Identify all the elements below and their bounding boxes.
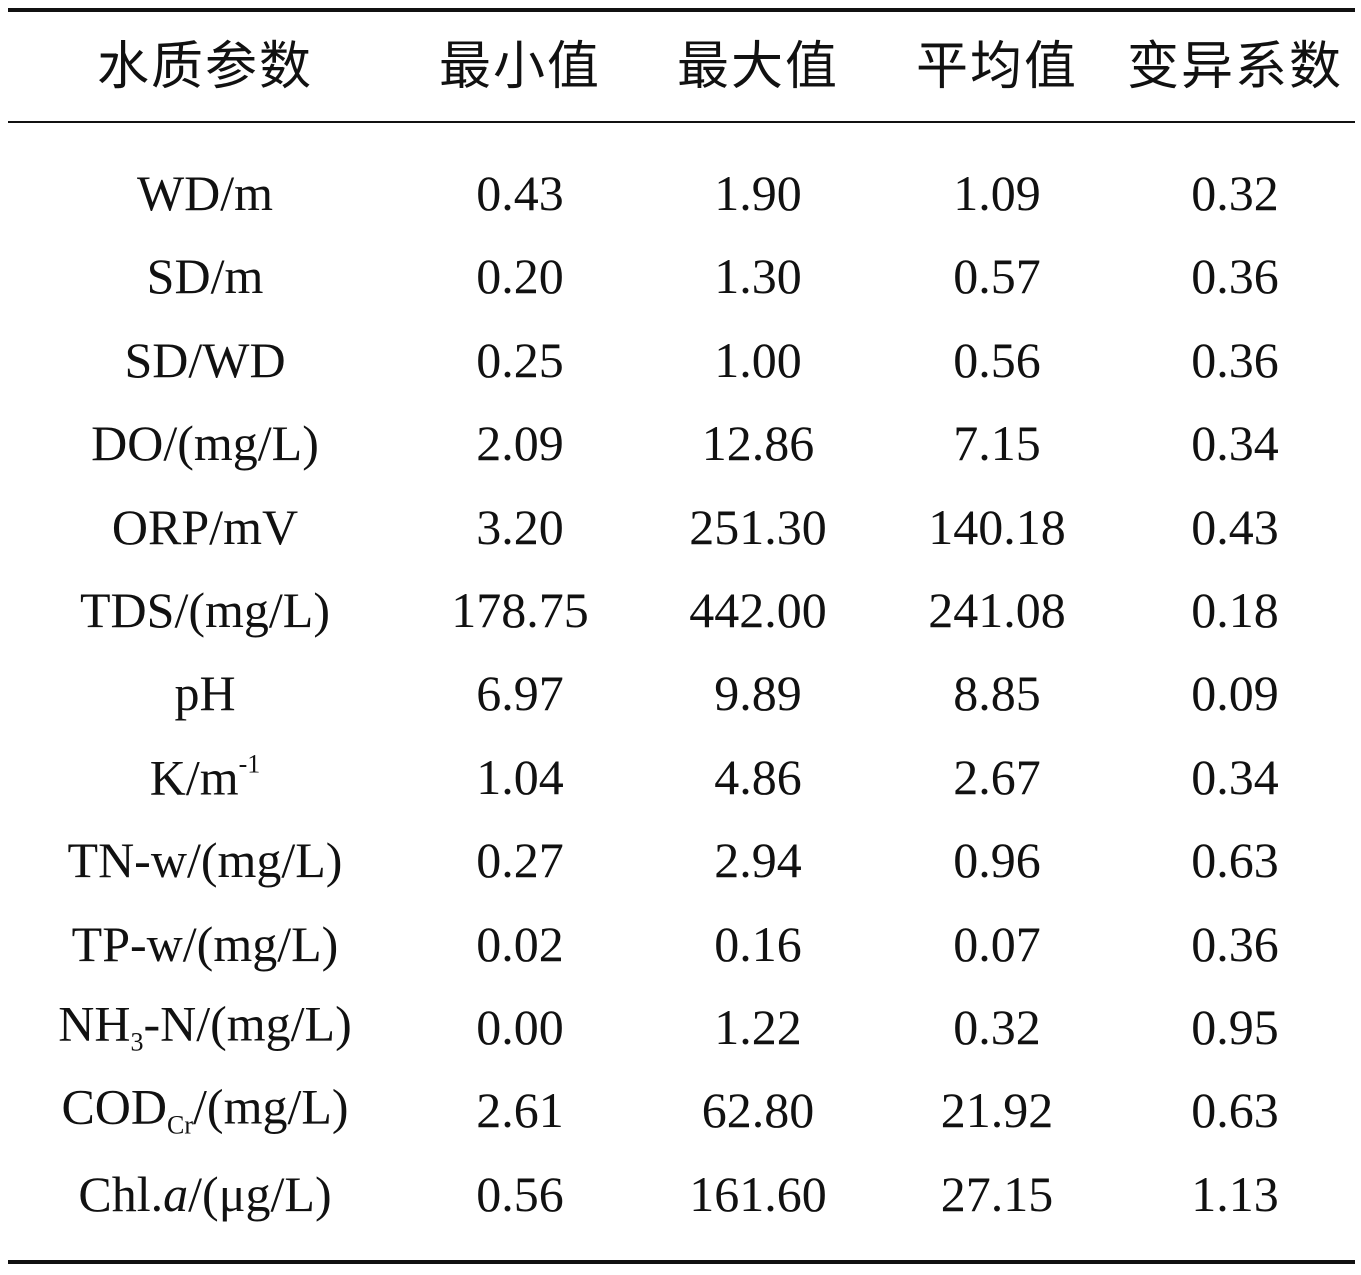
value-cell: 0.02 xyxy=(476,915,564,972)
parameter-cell: NH3-N/(mg/L) xyxy=(58,999,352,1056)
parameter-cell: pH xyxy=(174,668,235,718)
value-cell: 0.34 xyxy=(1191,415,1279,472)
value-cell: 1.04 xyxy=(476,748,564,805)
value-cell: 2.09 xyxy=(476,415,564,472)
value-cell: 27.15 xyxy=(940,1165,1054,1222)
value-cell: 0.96 xyxy=(953,832,1041,889)
value-cell: 12.86 xyxy=(701,415,815,472)
value-cell: 6.97 xyxy=(476,665,564,722)
value-cell: 9.89 xyxy=(714,665,802,722)
value-cell: 0.07 xyxy=(953,915,1041,972)
parameter-text: WD/m xyxy=(136,165,274,221)
value-cell: 0.56 xyxy=(953,331,1041,388)
value-cell: 0.18 xyxy=(1191,582,1279,638)
value-cell: 0.09 xyxy=(1191,665,1279,722)
value-cell: 1.30 xyxy=(714,248,802,305)
value-cell: 1.22 xyxy=(714,999,802,1055)
value-cell: 1.00 xyxy=(714,331,802,388)
value-cell: 2.61 xyxy=(476,1082,564,1139)
parameter-text: ORP/mV xyxy=(111,498,299,555)
value-cell: 241.08 xyxy=(928,582,1066,638)
parameter-cell: WD/m xyxy=(137,168,273,218)
value-cell: 1.09 xyxy=(953,165,1041,221)
top-rule xyxy=(8,8,1355,12)
value-cell: 2.94 xyxy=(714,832,802,889)
parameter-cell: SD/WD xyxy=(124,335,285,385)
value-cell: 0.43 xyxy=(476,165,564,221)
value-cell: 0.56 xyxy=(476,1165,564,1222)
value-cell: 0.57 xyxy=(953,248,1041,305)
parameter-text: SD/m xyxy=(146,248,264,305)
value-cell: 0.34 xyxy=(1191,748,1279,805)
value-cell: 0.63 xyxy=(1191,1082,1279,1139)
parameter-text: TP-w/(mg/L) xyxy=(71,915,339,972)
parameter-cell: TP-w/(mg/L) xyxy=(72,919,339,969)
value-cell: 1.90 xyxy=(714,165,802,221)
parameter-text: pH xyxy=(174,665,236,722)
value-cell: 0.36 xyxy=(1191,331,1279,388)
value-cell: 140.18 xyxy=(928,498,1066,555)
header-cell: 最小值 xyxy=(438,39,602,96)
parameter-text: TDS/(mg/L) xyxy=(80,582,330,638)
value-cell: 251.30 xyxy=(689,498,827,555)
parameter-text: /(mg/L) xyxy=(193,1078,349,1135)
header-rule xyxy=(8,121,1355,123)
value-cell: 21.92 xyxy=(940,1082,1054,1139)
value-cell: 0.32 xyxy=(1191,165,1279,221)
parameter-text: Chl. xyxy=(78,1165,164,1222)
superscript: -1 xyxy=(238,749,261,779)
value-cell: 161.60 xyxy=(689,1165,827,1222)
value-cell: 2.67 xyxy=(953,748,1041,805)
parameter-text: SD/WD xyxy=(124,331,286,388)
italic-text: a xyxy=(163,1165,189,1222)
value-cell: 0.32 xyxy=(953,999,1041,1055)
value-cell: 442.00 xyxy=(689,582,827,638)
bottom-rule xyxy=(8,1260,1355,1264)
value-cell: 7.15 xyxy=(953,415,1041,472)
header-cell: 变异系数 xyxy=(1126,39,1344,96)
value-cell: 0.36 xyxy=(1191,915,1279,972)
value-cell: 0.16 xyxy=(714,915,802,972)
value-cell: 178.75 xyxy=(451,582,589,638)
value-cell: 4.86 xyxy=(714,748,802,805)
parameter-text: K/m xyxy=(149,749,239,806)
parameter-cell: TN-w/(mg/L) xyxy=(68,835,343,885)
parameter-cell: DO/(mg/L) xyxy=(91,418,319,468)
parameter-cell: SD/m xyxy=(147,251,264,301)
value-cell: 0.25 xyxy=(476,331,564,388)
value-cell: 0.20 xyxy=(476,248,564,305)
parameter-text: COD xyxy=(61,1078,168,1135)
parameter-cell: CODCr/(mg/L) xyxy=(61,1082,348,1139)
value-cell: 0.27 xyxy=(476,832,564,889)
header-cell: 水质参数 xyxy=(96,39,314,96)
parameter-text: -N/(mg/L) xyxy=(143,995,352,1052)
parameter-cell: TDS/(mg/L) xyxy=(80,585,330,635)
parameter-text: NH xyxy=(58,995,131,1052)
parameter-text: /(μg/L) xyxy=(188,1165,332,1222)
value-cell: 0.36 xyxy=(1191,248,1279,305)
header-cell: 最大值 xyxy=(676,39,840,96)
value-cell: 1.13 xyxy=(1191,1165,1279,1222)
parameter-cell: ORP/mV xyxy=(112,502,298,552)
header-cell: 平均值 xyxy=(915,39,1079,96)
subscript: Cr xyxy=(167,1110,194,1140)
value-cell: 0.95 xyxy=(1191,999,1279,1055)
parameter-cell: Chl.a/(μg/L) xyxy=(78,1169,331,1219)
value-cell: 0.63 xyxy=(1191,832,1279,889)
value-cell: 3.20 xyxy=(476,498,564,555)
value-cell: 0.00 xyxy=(476,999,564,1055)
parameter-text: DO/(mg/L) xyxy=(91,415,319,472)
subscript: 3 xyxy=(130,1027,144,1057)
parameter-text: TN-w/(mg/L) xyxy=(67,832,343,889)
value-cell: 0.43 xyxy=(1191,498,1279,555)
value-cell: 62.80 xyxy=(701,1082,815,1139)
parameter-cell: K/m-1 xyxy=(149,749,261,806)
value-cell: 8.85 xyxy=(953,665,1041,722)
